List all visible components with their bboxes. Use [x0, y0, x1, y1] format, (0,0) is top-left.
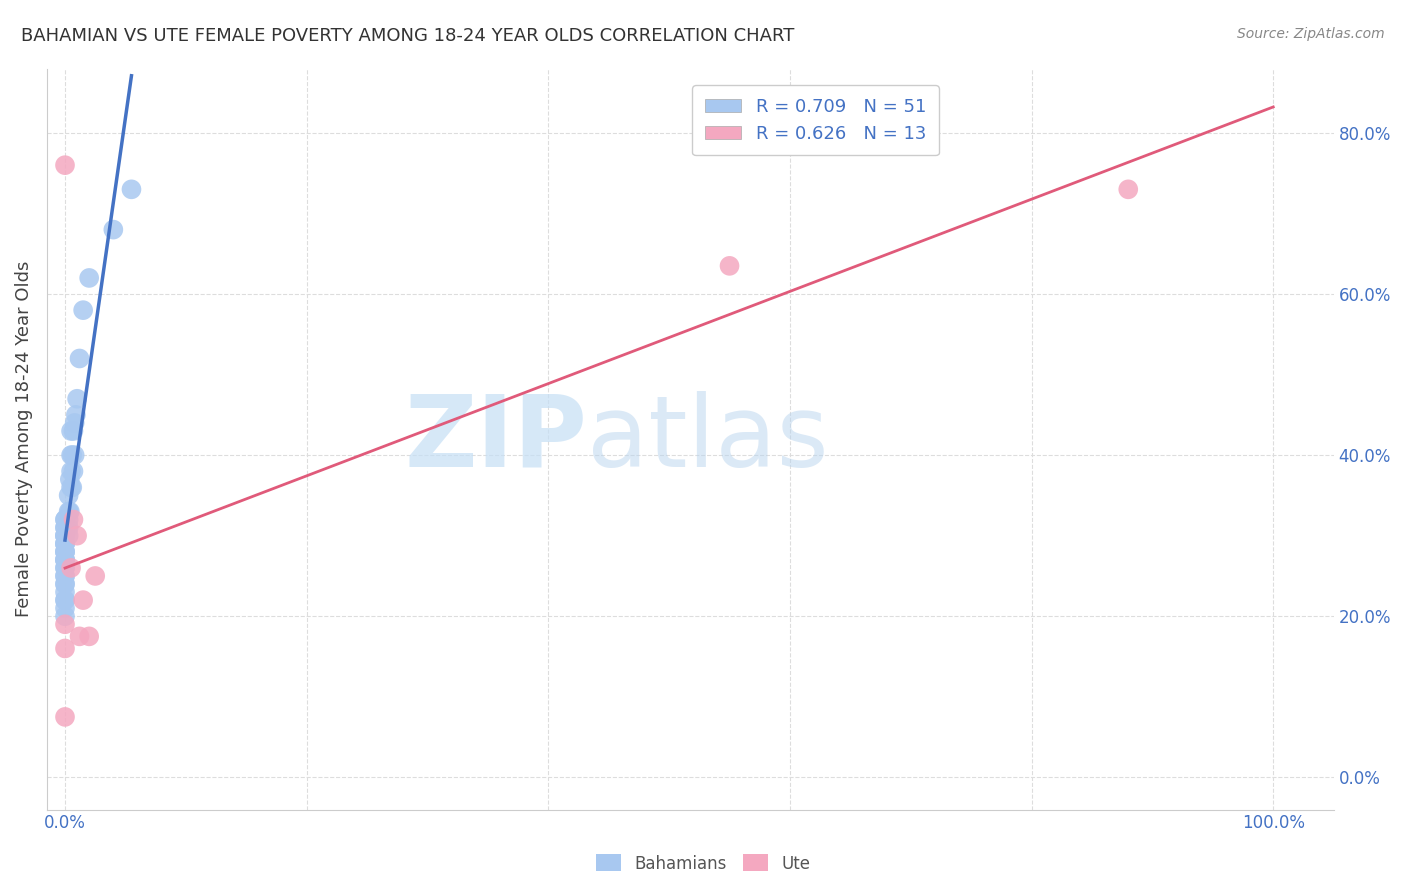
- Point: [53, 529, 76, 543]
- Point: [53, 577, 76, 591]
- Point: [60, 480, 83, 494]
- Point: [53, 529, 76, 543]
- Point: [53, 553, 76, 567]
- Point: [53, 521, 76, 535]
- Y-axis label: Female Poverty Among 18-24 Year Olds: Female Poverty Among 18-24 Year Olds: [15, 260, 32, 617]
- Point: [66, 529, 89, 543]
- Point: [58, 521, 80, 535]
- Point: [53, 593, 76, 607]
- Point: [63, 416, 86, 430]
- Point: [53, 569, 76, 583]
- Point: [60, 464, 83, 478]
- Point: [72, 303, 94, 318]
- Legend: R = 0.709   N = 51, R = 0.626   N = 13: R = 0.709 N = 51, R = 0.626 N = 13: [692, 85, 939, 155]
- Point: [1116, 182, 1139, 196]
- Point: [53, 641, 76, 656]
- Point: [53, 537, 76, 551]
- Point: [58, 512, 80, 526]
- Point: [53, 537, 76, 551]
- Point: [60, 480, 83, 494]
- Point: [53, 512, 76, 526]
- Point: [718, 259, 741, 273]
- Point: [59, 504, 82, 518]
- Point: [103, 222, 125, 236]
- Point: [53, 545, 76, 559]
- Text: Source: ZipAtlas.com: Source: ZipAtlas.com: [1237, 27, 1385, 41]
- Point: [53, 545, 76, 559]
- Point: [121, 182, 143, 196]
- Point: [62, 424, 84, 438]
- Point: [65, 408, 87, 422]
- Point: [60, 561, 83, 575]
- Point: [53, 617, 76, 632]
- Point: [53, 545, 76, 559]
- Point: [53, 601, 76, 615]
- Point: [53, 577, 76, 591]
- Point: [53, 521, 76, 535]
- Point: [58, 529, 80, 543]
- Point: [77, 271, 100, 285]
- Point: [62, 512, 84, 526]
- Point: [84, 569, 107, 583]
- Point: [58, 504, 80, 518]
- Point: [60, 448, 83, 462]
- Text: atlas: atlas: [588, 391, 830, 488]
- Point: [53, 158, 76, 172]
- Point: [53, 553, 76, 567]
- Point: [53, 537, 76, 551]
- Point: [62, 464, 84, 478]
- Point: [53, 529, 76, 543]
- Point: [53, 569, 76, 583]
- Point: [63, 448, 86, 462]
- Point: [53, 561, 76, 575]
- Point: [53, 710, 76, 724]
- Point: [58, 488, 80, 502]
- Point: [69, 629, 91, 643]
- Point: [60, 448, 83, 462]
- Text: ZIP: ZIP: [405, 391, 588, 488]
- Point: [53, 585, 76, 599]
- Text: BAHAMIAN VS UTE FEMALE POVERTY AMONG 18-24 YEAR OLDS CORRELATION CHART: BAHAMIAN VS UTE FEMALE POVERTY AMONG 18-…: [21, 27, 794, 45]
- Point: [53, 561, 76, 575]
- Point: [60, 424, 83, 438]
- Legend: Bahamians, Ute: Bahamians, Ute: [589, 847, 817, 880]
- Point: [69, 351, 91, 366]
- Point: [53, 553, 76, 567]
- Point: [77, 629, 100, 643]
- Point: [72, 593, 94, 607]
- Point: [59, 472, 82, 486]
- Point: [53, 512, 76, 526]
- Point: [53, 609, 76, 624]
- Point: [53, 593, 76, 607]
- Point: [66, 392, 89, 406]
